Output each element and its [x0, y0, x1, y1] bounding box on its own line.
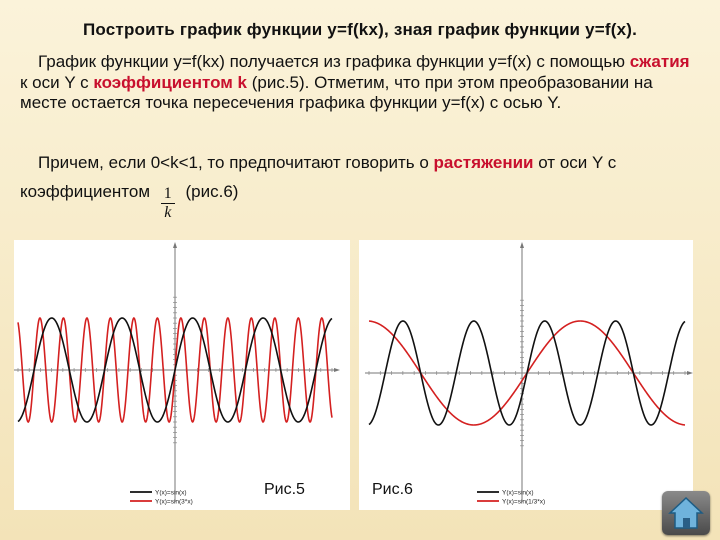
figure-5-panel: Y(x)=sin(x) Y(x)=sin(3*x) [14, 240, 350, 510]
figure-6-graph: Y(x)=sin(x) Y(x)=sin(1/3*x) [365, 242, 693, 506]
paragraph-stretching: Причем, если 0<k<1, то предпочитают гово… [20, 153, 696, 221]
p2-text-3: (рис.6) [180, 181, 239, 201]
x-axis-arrow [334, 368, 340, 372]
legend-label-transformed: Y(x)=sin(3*x) [155, 499, 193, 506]
p2-highlight-stretching: растяжении [433, 153, 534, 172]
y-axis-arrow [520, 242, 524, 248]
legend-label-transformed: Y(x)=sin(1/3*x) [502, 499, 545, 506]
caption-figure-6: Рис.6 [372, 481, 413, 498]
fraction-numerator: 1 [160, 185, 175, 204]
p1-text-2: к оси Y с [20, 72, 94, 92]
legend-label-base: Y(x)=sin(x) [502, 490, 534, 497]
home-icon [668, 496, 704, 529]
p1-highlight-coefficient: коэффициентом k [93, 72, 247, 92]
p1-text-1: График функции y=f(kx) получается из гра… [38, 52, 630, 71]
paragraph-compression: График функции y=f(kx) получается из гра… [20, 52, 696, 114]
p2-text-2: от оси Y с коэффициентом [20, 153, 617, 201]
legend-label-base: Y(x)=sin(x) [155, 490, 187, 497]
fraction-denominator: k [164, 203, 172, 221]
p1-highlight-compression: сжатия [629, 52, 690, 71]
curve-base [368, 320, 686, 426]
slide-title: Построить график функции y=f(kx), зная г… [82, 20, 638, 39]
caption-figure-5: Рис.5 [264, 481, 305, 498]
curve-base [17, 317, 333, 423]
home-button[interactable] [662, 491, 710, 535]
figure-6-panel: Y(x)=sin(x) Y(x)=sin(1/3*x) [359, 240, 693, 510]
figure-5-graph: Y(x)=sin(x) Y(x)=sin(3*x) [14, 242, 340, 506]
x-axis-arrow [687, 371, 693, 375]
p2-text-1: Причем, если 0<k<1, то предпочитают гово… [38, 153, 434, 172]
p1-text-3: (рис.5). Отметим, что при этом преобразо… [20, 72, 653, 113]
y-axis-arrow [173, 242, 177, 248]
